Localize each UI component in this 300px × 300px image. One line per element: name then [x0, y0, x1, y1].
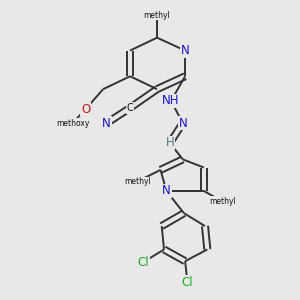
Text: C: C	[127, 103, 134, 113]
Text: methoxy: methoxy	[56, 118, 89, 127]
Text: Cl: Cl	[182, 276, 193, 289]
Text: methyl: methyl	[124, 177, 151, 186]
Text: N: N	[162, 184, 171, 197]
Text: H: H	[166, 136, 174, 149]
Text: N: N	[102, 117, 111, 130]
Text: NH: NH	[162, 94, 180, 107]
Text: O: O	[81, 103, 90, 116]
Text: methyl: methyl	[144, 11, 170, 20]
Text: N: N	[178, 117, 187, 130]
Text: Cl: Cl	[137, 256, 149, 269]
Text: N: N	[181, 44, 190, 57]
Text: methyl: methyl	[209, 197, 236, 206]
